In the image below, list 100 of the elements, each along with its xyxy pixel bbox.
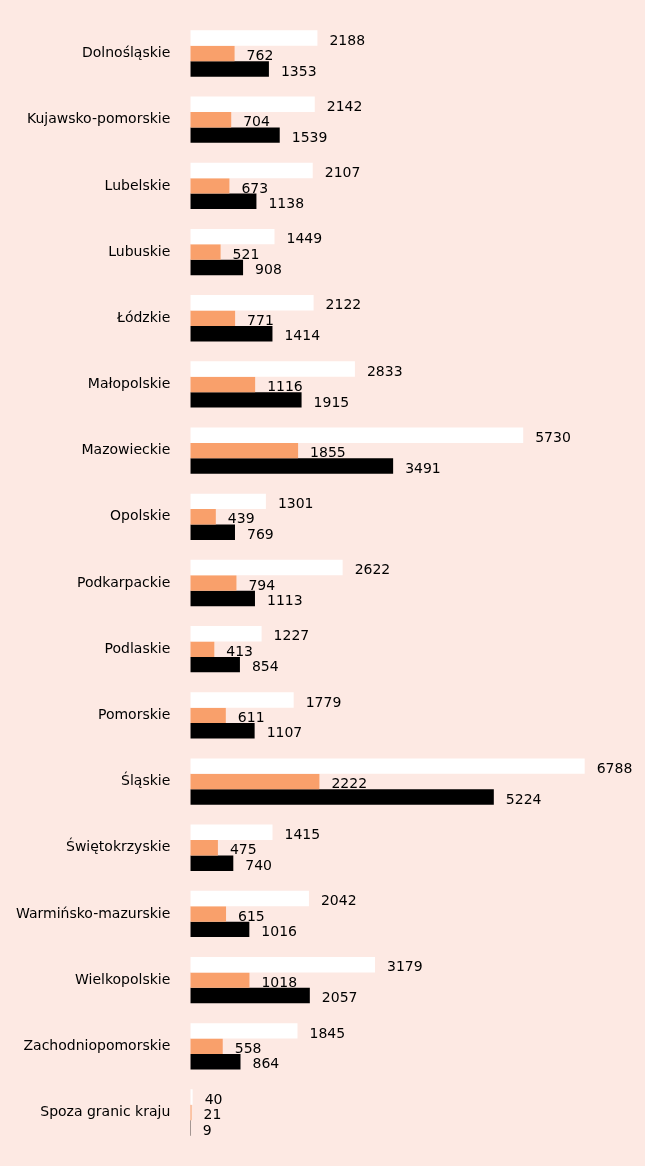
bar — [190, 692, 294, 708]
bar — [190, 626, 262, 642]
bar — [190, 178, 230, 194]
y-tick-label: Świętokrzyskie — [66, 837, 171, 855]
y-tick-label: Opolskie — [110, 507, 171, 524]
data-label: 2042 — [320, 892, 357, 909]
bar — [190, 96, 315, 112]
data-label: 1539 — [291, 128, 328, 145]
bar — [190, 61, 269, 77]
y-tick-label: Pomorskie — [97, 706, 171, 723]
y-tick-label: Zachodniopomorskie — [23, 1036, 171, 1053]
data-label: 521 — [232, 245, 260, 262]
data-label: 771 — [247, 311, 274, 328]
data-label: 1415 — [284, 825, 321, 842]
y-tick-label: Lubelskie — [104, 176, 171, 193]
bar — [190, 524, 235, 540]
data-label: 864 — [252, 1055, 280, 1072]
bar — [190, 641, 215, 657]
bar — [190, 310, 236, 326]
data-label: 1414 — [284, 327, 321, 344]
data-label: 611 — [237, 709, 265, 726]
y-tick-label: Lubuskie — [108, 242, 171, 259]
bar — [190, 559, 343, 576]
data-label: 769 — [246, 525, 274, 542]
bar — [190, 1038, 223, 1055]
y-tick-label: Małopolskie — [87, 375, 171, 392]
y-tick-label: Wielkopolskie — [74, 970, 171, 987]
data-label: 2833 — [366, 362, 403, 379]
bar — [190, 259, 244, 276]
bar — [190, 30, 318, 46]
data-label: 2188 — [329, 31, 366, 48]
bar — [190, 427, 524, 443]
data-label: 2107 — [324, 164, 361, 181]
bar — [190, 45, 235, 62]
y-tick-label: Kujawsko-pomorskie — [26, 110, 171, 127]
data-label: 673 — [241, 179, 269, 196]
data-label: 21 — [203, 1106, 222, 1123]
y-tick-label: Łódzkie — [116, 308, 171, 325]
bar — [190, 162, 313, 179]
data-label: 740 — [245, 856, 273, 873]
bar — [190, 458, 394, 474]
data-label: 908 — [255, 261, 282, 278]
bar — [190, 325, 273, 342]
data-label: 3179 — [387, 958, 423, 975]
y-tick-label: Dolnośląskie — [81, 44, 171, 61]
data-label: 1845 — [309, 1024, 346, 1041]
data-label: 762 — [246, 47, 274, 64]
bar — [190, 956, 376, 973]
bar — [190, 1054, 241, 1070]
y-tick-label: Warmińsko-mazurskie — [15, 904, 171, 921]
data-label: 794 — [248, 576, 276, 593]
bar — [190, 575, 237, 591]
data-label: 2222 — [331, 775, 368, 792]
data-label: 3491 — [405, 459, 441, 476]
bar — [190, 442, 299, 459]
bar — [190, 361, 355, 377]
data-label: 1855 — [310, 444, 346, 461]
data-label: 5224 — [505, 790, 542, 807]
data-label: 558 — [234, 1039, 262, 1056]
data-label: 1779 — [305, 693, 342, 710]
bar — [190, 906, 227, 922]
bar — [190, 855, 234, 871]
data-label: 615 — [238, 907, 265, 924]
bar — [190, 193, 257, 210]
data-label: 1113 — [266, 592, 303, 609]
data-label: 1449 — [286, 230, 323, 247]
y-tick-label: Podkarpackie — [76, 573, 171, 590]
data-label: 439 — [227, 510, 255, 527]
y-tick-label: Śląskie — [121, 771, 171, 789]
data-label: 854 — [251, 658, 279, 675]
data-label: 1018 — [261, 973, 298, 990]
data-label: 2122 — [325, 296, 362, 313]
bar — [190, 392, 302, 408]
bar — [190, 890, 309, 907]
data-label: 1116 — [267, 378, 303, 395]
y-tick-label: Spoza granic kraju — [40, 1103, 171, 1120]
bar — [190, 840, 218, 856]
bar — [190, 758, 585, 774]
bar — [190, 1023, 298, 1039]
bar — [190, 295, 314, 311]
data-label: 5730 — [535, 428, 571, 445]
bar — [190, 773, 320, 790]
bar — [190, 824, 273, 841]
bar — [190, 972, 250, 988]
data-label: 2622 — [354, 561, 391, 578]
data-label: 40 — [204, 1090, 223, 1107]
data-label: 9 — [202, 1121, 212, 1138]
bar — [190, 376, 256, 393]
bar — [190, 656, 240, 673]
bar — [190, 590, 255, 607]
bar — [190, 228, 275, 245]
data-label: 2142 — [326, 97, 363, 114]
data-label: 6788 — [596, 759, 633, 776]
data-label: 413 — [226, 642, 254, 659]
bar — [190, 723, 255, 739]
bar — [190, 789, 494, 805]
data-label: 475 — [229, 841, 257, 858]
data-label: 1915 — [313, 393, 350, 410]
y-tick-label: Podlaskie — [104, 639, 171, 656]
data-label: 704 — [243, 113, 271, 130]
